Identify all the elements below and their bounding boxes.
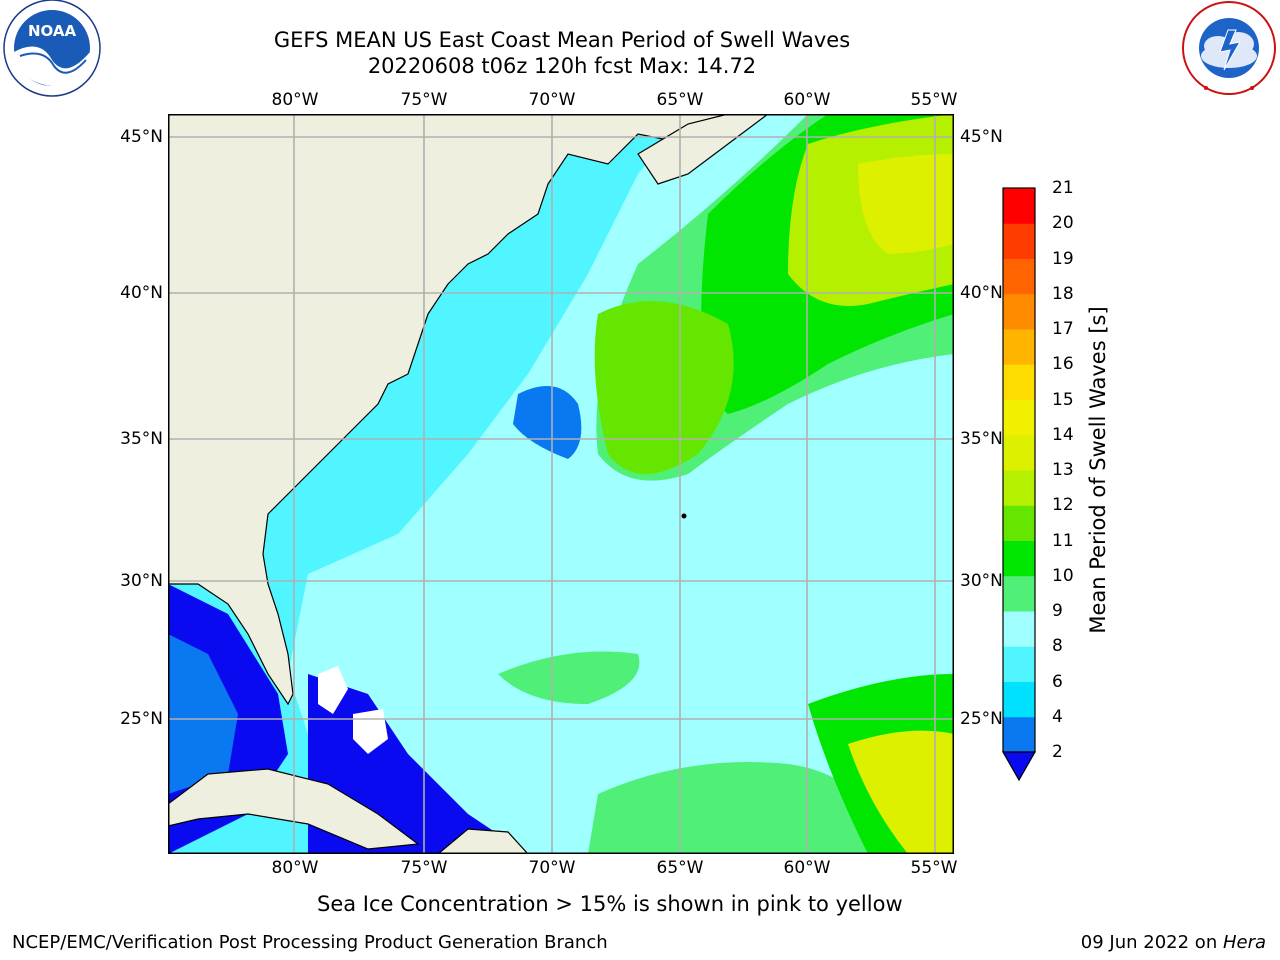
bahamas-islands [318,666,348,714]
swell-band-south [498,651,640,704]
footer-date: 09 Jun 2022 on Hera [1081,932,1266,954]
colorbar-segment [1003,434,1035,471]
footer-machine: Hera [1222,932,1266,953]
gulf-mid-swell [168,634,238,794]
colorbar-tick-label: 8 [1052,636,1063,657]
lon-tick-top-60w: 60°W [783,90,831,110]
colorbar-segment [1003,505,1035,541]
colorbar-segment [1003,258,1035,295]
map-panel [168,114,954,854]
colorbar-segment [1003,646,1035,682]
lon-tick-bottom-70w: 70°W [528,858,576,878]
lon-tick-bottom-55w: 55°W [910,858,958,878]
lat-tick-right-45n: 45°N [960,127,1003,147]
colorbar-tick-label: 10 [1052,565,1074,586]
lat-tick-right-40n: 40°N [960,283,1003,303]
map-title: GEFS MEAN US East Coast Mean Period of S… [273,28,851,52]
colorbar-segment [1003,364,1035,400]
colorbar-tick-label: 19 [1052,248,1074,269]
sea-ice-note: Sea Ice Concentration > 15% is shown in … [317,892,903,916]
lon-tick-bottom-65w: 65°W [656,858,704,878]
colorbar [1002,187,1037,782]
swell-field-11-12 [594,301,734,474]
colorbar-tick-label: 20 [1052,213,1074,234]
colorbar-tick-label: 9 [1052,601,1063,621]
lat-tick-right-35n: 35°N [960,429,1003,449]
colorbar-tick-label: 18 [1052,283,1074,304]
colorbar-tick-label: 14 [1052,424,1074,445]
colorbar-tick-label: 11 [1052,530,1074,551]
colorbar-segment [1003,611,1035,647]
lat-tick-left-35n: 35°N [120,429,163,449]
lat-tick-left-40n: 40°N [120,283,163,303]
bahamas-islands-2 [353,709,388,754]
bermuda-island [681,513,687,519]
map-gridlines [168,114,954,854]
map-frame [168,114,954,854]
lat-tick-right-30n: 30°N [960,571,1003,591]
nws-logo-icon [1178,0,1280,100]
lon-tick-top-55w: 55°W [910,90,958,110]
colorbar-segment [1003,470,1035,506]
map-subtitle: 20220608 t06z 120h fcst Max: 14.72 [367,54,757,78]
lon-tick-bottom-60w: 60°W [783,858,831,878]
lon-tick-bottom-80w: 80°W [271,858,319,878]
colorbar-segment [1003,681,1035,718]
colorbar-tick-label: 2 [1052,742,1063,762]
colorbar-label: Mean Period of Swell Waves [s] [1086,306,1110,634]
colorbar-segment [1003,188,1035,224]
footer-date-text: 09 Jun 2022 on [1080,932,1223,953]
lon-tick-top-65w: 65°W [656,90,704,110]
cuba-landmass [168,768,420,850]
lon-tick-bottom-75w: 75°W [400,858,448,878]
colorbar-extend-min [1002,751,1037,782]
colorbar-segment [1003,716,1035,753]
swell-field-2-4 [513,386,582,459]
colorbar-tick-label: 13 [1052,460,1074,480]
lon-tick-top-70w: 70°W [528,90,576,110]
colorbar-segment [1003,223,1035,259]
lat-tick-left-30n: 30°N [120,571,163,591]
colorbar-segment [1003,399,1035,436]
north-america-landmass [168,114,729,706]
swell-band-southeast [588,762,888,854]
colorbar-segment [1003,293,1035,330]
lat-tick-left-25n: 25°N [120,709,163,729]
lat-tick-left-45n: 45°N [120,127,163,147]
noaa-logo-icon: NOAA [0,0,104,100]
noaa-logo-text: NOAA [28,22,77,40]
colorbar-tick-label: 4 [1052,706,1063,727]
swell-field-southeast-high [848,730,954,854]
lon-tick-top-80w: 80°W [271,90,319,110]
colorbar-frame [1002,187,1036,753]
colorbar-tick-label: 12 [1052,495,1074,516]
footer-branch: NCEP/EMC/Verification Post Processing Pr… [12,932,608,953]
colorbar-tick-label: 16 [1052,354,1074,375]
hispaniola-landmass [437,828,529,854]
nova-scotia-landmass [637,114,769,185]
colorbar-segment [1003,575,1035,612]
colorbar-segment [1003,329,1035,365]
colorbar-tick-label: 6 [1052,671,1063,692]
swell-field-13-14 [858,154,954,254]
lat-tick-right-25n: 25°N [960,709,1003,729]
lon-tick-top-75w: 75°W [400,90,448,110]
colorbar-tick-label: 21 [1052,178,1074,198]
colorbar-tick-label: 15 [1052,389,1074,410]
colorbar-segment [1003,540,1035,577]
colorbar-tick-label: 17 [1052,319,1074,339]
